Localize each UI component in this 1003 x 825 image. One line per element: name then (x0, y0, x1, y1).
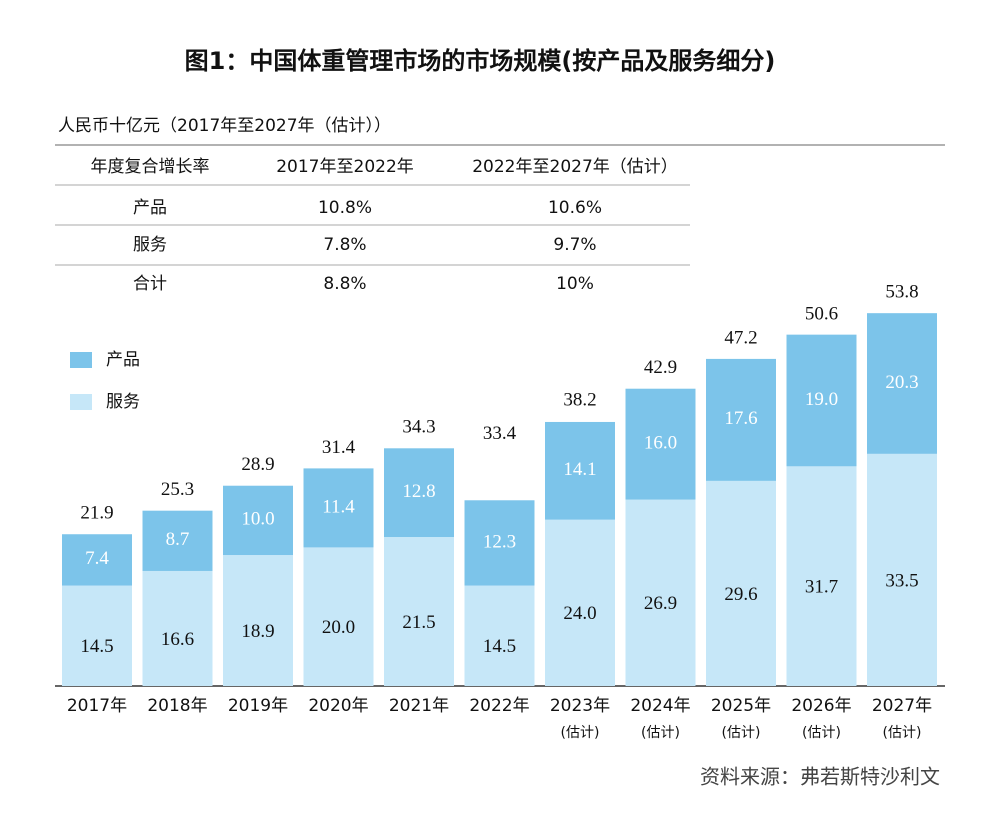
bar-segment (867, 453, 937, 686)
x-tick-note: (估计) (883, 725, 922, 741)
value-label: 33.5 (885, 570, 918, 591)
bar-segment (303, 468, 374, 548)
total-label: 28.9 (241, 454, 274, 475)
total-label: 38.2 (563, 390, 596, 411)
value-label: 17.6 (724, 408, 757, 429)
bar-segment (625, 388, 696, 500)
value-label: 12.3 (483, 531, 516, 552)
bar-segment (464, 585, 535, 686)
legend-swatch (70, 394, 92, 410)
value-label: 14.5 (80, 636, 113, 657)
value-label: 11.4 (322, 496, 355, 517)
value-label: 12.8 (402, 481, 435, 502)
value-label: 29.6 (724, 584, 757, 605)
x-tick-label: 2025年 (711, 696, 771, 716)
table-cell: 合计 (133, 274, 167, 294)
value-label: 7.4 (85, 548, 109, 569)
table-cell: 10.8% (318, 198, 372, 218)
x-tick-note: (估计) (641, 725, 680, 741)
bar-segment (223, 555, 293, 686)
value-label: 14.1 (563, 459, 596, 480)
legend-label: 产品 (106, 350, 140, 370)
table-header: 年度复合增长率 (91, 157, 210, 177)
x-tick-label: 2018年 (147, 696, 207, 716)
bar-segment (223, 485, 293, 556)
legend-swatch (70, 352, 92, 368)
bar-segment (625, 499, 696, 686)
x-tick-label: 2026年 (791, 696, 851, 716)
bar-segment (384, 537, 454, 686)
x-tick-label: 2022年 (469, 696, 529, 716)
total-label: 21.9 (80, 503, 113, 524)
table-cell: 7.8% (323, 235, 366, 255)
value-label: 20.0 (322, 617, 355, 638)
table-cell: 8.8% (323, 274, 366, 294)
total-label: 31.4 (322, 437, 356, 458)
bar-segment (786, 466, 857, 686)
x-tick-note: (估计) (802, 725, 841, 741)
x-tick-label: 2027年 (872, 696, 932, 716)
value-label: 10.0 (241, 509, 274, 530)
x-tick-label: 2021年 (389, 696, 449, 716)
bar-segment (706, 480, 776, 686)
total-label: 50.6 (805, 304, 838, 325)
bar-segment (867, 313, 937, 454)
x-tick-note: (估计) (722, 725, 761, 741)
total-label: 53.8 (885, 282, 918, 303)
value-label: 18.9 (241, 621, 274, 642)
x-tick-label: 2020年 (308, 696, 368, 716)
value-label: 21.5 (402, 612, 435, 633)
value-label: 24.0 (563, 603, 596, 624)
table-cell: 10.6% (548, 198, 602, 218)
bar-segment (142, 570, 213, 686)
bar-segment (706, 358, 776, 481)
table-cell: 9.7% (553, 235, 596, 255)
x-tick-note: (估计) (561, 725, 600, 741)
bar-segment (384, 448, 454, 538)
total-label: 25.3 (161, 479, 194, 500)
table-header: 2022年至2027年（估计） (472, 157, 678, 177)
x-tick-label: 2023年 (550, 696, 610, 716)
table-cell: 10% (556, 274, 594, 294)
value-label: 26.9 (644, 593, 677, 614)
source: 资料来源：弗若斯特沙利文 (700, 765, 940, 789)
x-tick-label: 2017年 (67, 696, 127, 716)
total-label: 42.9 (644, 357, 677, 378)
total-label: 47.2 (724, 327, 757, 348)
bar-segment (464, 500, 535, 586)
value-label: 19.0 (805, 389, 838, 410)
table-cell: 服务 (133, 235, 167, 255)
x-tick-label: 2019年 (228, 696, 288, 716)
bar-segment (142, 510, 213, 571)
x-tick-label: 2024年 (630, 696, 690, 716)
total-label: 33.4 (483, 423, 517, 444)
bar-segment (545, 421, 615, 520)
table-cell: 产品 (133, 198, 167, 218)
value-label: 20.3 (885, 372, 918, 393)
bar-segment (303, 547, 374, 686)
chart-title: 图1：中国体重管理市场的市场规模(按产品及服务细分) (185, 47, 776, 75)
value-label: 14.5 (483, 636, 516, 657)
total-label: 34.3 (402, 417, 435, 438)
bar-segment (62, 585, 132, 686)
value-label: 16.6 (161, 629, 194, 650)
value-label: 16.0 (644, 433, 677, 454)
value-label: 8.7 (166, 529, 190, 550)
table-header: 2017年至2022年 (276, 157, 414, 177)
bar-segment (786, 334, 857, 467)
bar-segment (62, 534, 132, 586)
bar-segment (545, 519, 615, 686)
value-label: 31.7 (805, 577, 838, 598)
legend-label: 服务 (106, 392, 140, 412)
unit-label: 人民币十亿元（2017年至2027年（估计）） (58, 116, 391, 136)
